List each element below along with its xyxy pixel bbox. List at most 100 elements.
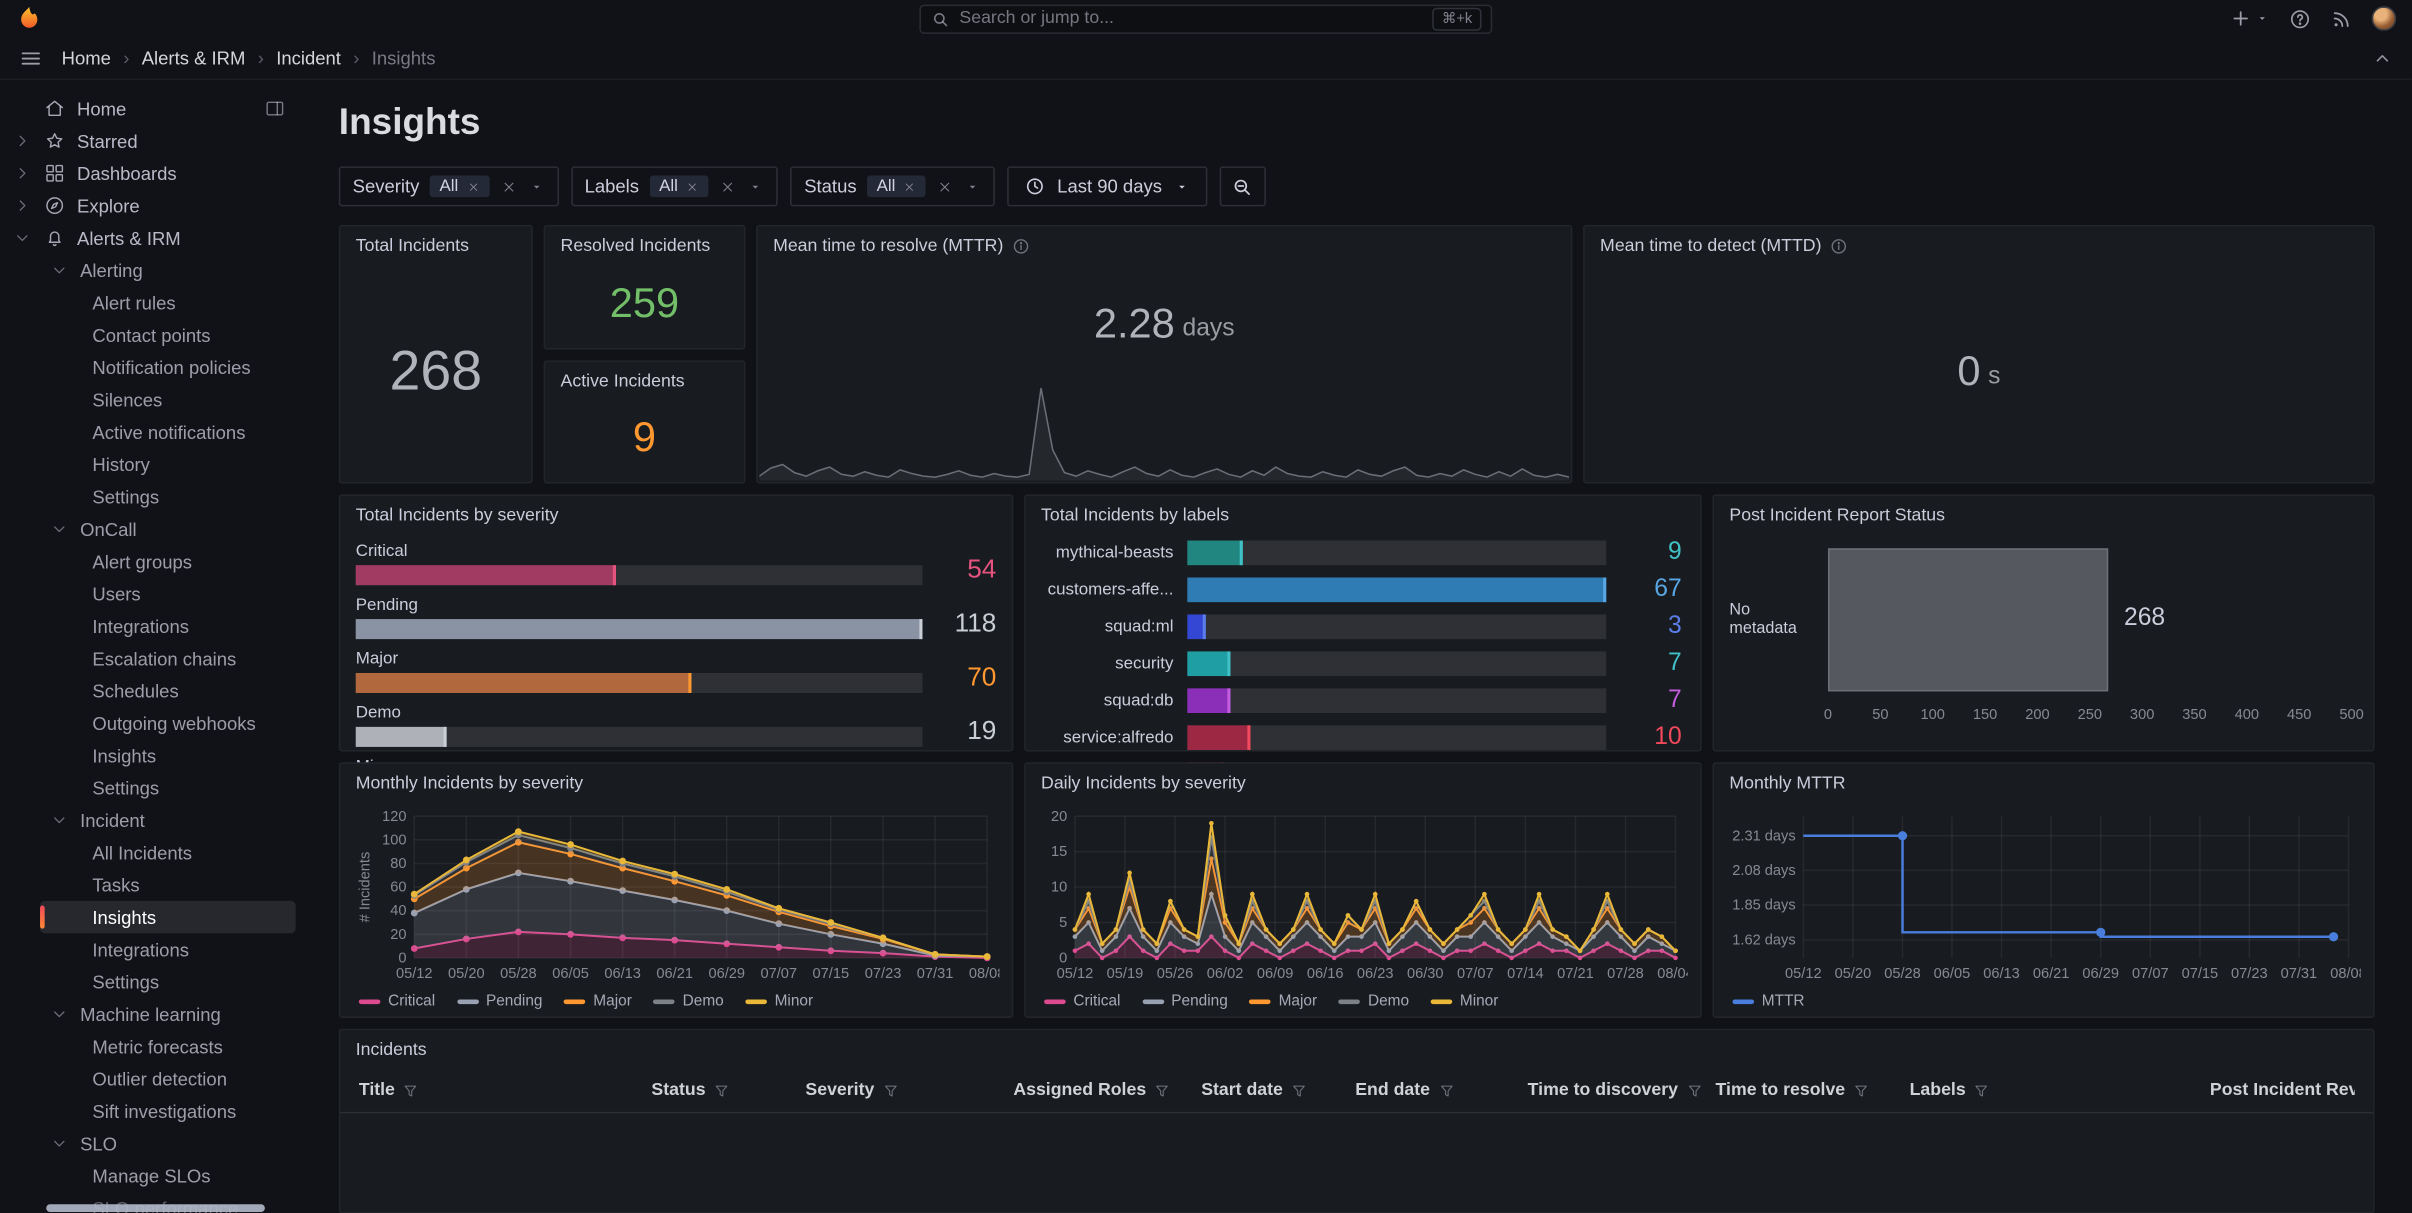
info-icon[interactable]: [1011, 237, 1029, 255]
news-button[interactable]: [2330, 7, 2353, 30]
mega-menu-toggle[interactable]: [18, 45, 43, 70]
help-button[interactable]: [2288, 7, 2311, 30]
filter-severity[interactable]: SeverityAll: [339, 166, 559, 206]
legend-item-major[interactable]: Major: [564, 993, 632, 1010]
label-row-squad-db[interactable]: squad:db7: [1041, 687, 1682, 712]
post-incident-x-axis: 050100150200250300350400450500: [1828, 706, 2352, 724]
sidebar-item-incident[interactable]: Incident: [6, 804, 296, 836]
breadcrumb-item-insights[interactable]: Insights: [372, 47, 436, 69]
sidebar-item-all-incidents[interactable]: All Incidents: [6, 836, 296, 868]
panel-active-incidents: Active Incidents 9: [544, 360, 746, 484]
new-menu-button[interactable]: [2230, 8, 2270, 30]
breadcrumb-item-home[interactable]: Home: [62, 47, 111, 69]
filter-labels[interactable]: LabelsAll: [571, 166, 778, 206]
filter-value-chip[interactable]: All: [650, 176, 709, 198]
column-header-time-to-resolve[interactable]: Time to resolve: [1716, 1081, 1910, 1099]
legend-item-pending[interactable]: Pending: [1142, 993, 1228, 1010]
column-header-end-date[interactable]: End date: [1355, 1081, 1527, 1099]
severity-row-demo[interactable]: Demo19: [356, 704, 997, 747]
sidebar-item-schedules[interactable]: Schedules: [6, 675, 296, 707]
label-row-mythical-beasts[interactable]: mythical-beasts9: [1041, 539, 1682, 564]
zoom-out-button[interactable]: [1219, 166, 1265, 206]
sidebar-item-history[interactable]: History: [6, 448, 296, 480]
sidebar-item-alert-groups[interactable]: Alert groups: [6, 545, 296, 577]
sidebar-item-notification-policies[interactable]: Notification policies: [6, 351, 296, 383]
sidebar-scrollbar[interactable]: [46, 1204, 265, 1212]
panel-title: Mean time to detect (MTTD): [1600, 237, 1821, 255]
svg-text:06/13: 06/13: [1983, 965, 2020, 981]
legend-item-mttr[interactable]: MTTR: [1733, 993, 1805, 1010]
sidebar-item-oncall[interactable]: OnCall: [6, 513, 296, 545]
severity-row-major[interactable]: Major70: [356, 650, 997, 693]
sidebar-item-outgoing-webhooks[interactable]: Outgoing webhooks: [6, 707, 296, 739]
severity-row-critical[interactable]: Critical54: [356, 542, 997, 585]
filter-value-chip[interactable]: All: [430, 176, 489, 198]
breadcrumb-item-alerts-irm[interactable]: Alerts & IRM: [142, 47, 246, 69]
column-header-start-date[interactable]: Start date: [1201, 1081, 1355, 1099]
sidebar-item-settings[interactable]: Settings: [6, 480, 296, 512]
label-row-squad-ml[interactable]: squad:ml3: [1041, 613, 1682, 638]
sidebar-item-machine-learning[interactable]: Machine learning: [6, 998, 296, 1030]
severity-track: [356, 565, 923, 585]
label-row-customers-affe[interactable]: customers-affe...67: [1041, 576, 1682, 601]
column-header-title[interactable]: Title: [359, 1081, 652, 1099]
sidebar-item-active-notifications[interactable]: Active notifications: [6, 416, 296, 448]
sidebar-item-insights[interactable]: Insights: [6, 739, 296, 771]
label-row-service-alfredo[interactable]: service:alfredo10: [1041, 724, 1682, 749]
search-input[interactable]: Search or jump to... ⌘+k: [919, 4, 1492, 33]
column-header-status[interactable]: Status: [651, 1081, 805, 1099]
sidebar-item-integrations[interactable]: Integrations: [6, 610, 296, 642]
sidebar-item-slo[interactable]: SLO: [6, 1127, 296, 1159]
column-header-labels[interactable]: Labels: [1910, 1081, 2210, 1099]
collapse-topbar-button[interactable]: [2372, 47, 2394, 69]
sidebar-item-explore[interactable]: Explore: [6, 189, 296, 221]
monthly-mttr-chart[interactable]: 05/1205/2005/2806/0506/1306/2106/2907/07…: [1726, 803, 2360, 982]
filter-value-chip[interactable]: All: [867, 176, 926, 198]
legend-item-minor[interactable]: Minor: [1431, 993, 1499, 1010]
legend-item-major[interactable]: Major: [1249, 993, 1317, 1010]
legend-item-critical[interactable]: Critical: [1044, 993, 1120, 1010]
post-incident-value: 268: [2124, 606, 2165, 634]
label-row-security[interactable]: security7: [1041, 650, 1682, 675]
monthly-incidents-chart[interactable]: 05/1205/2005/2806/0506/1306/2106/2907/07…: [353, 803, 1000, 982]
sidebar-item-alert-rules[interactable]: Alert rules: [6, 286, 296, 318]
legend-item-pending[interactable]: Pending: [457, 993, 543, 1010]
time-range-picker[interactable]: Last 90 days: [1008, 166, 1207, 206]
sidebar-item-settings[interactable]: Settings: [6, 966, 296, 998]
sidebar-item-alerts-irm[interactable]: Alerts & IRM: [6, 222, 296, 254]
severity-row-pending[interactable]: Pending118: [356, 596, 997, 639]
sidebar-item-settings[interactable]: Settings: [6, 772, 296, 804]
sidebar-item-starred[interactable]: Starred: [6, 125, 296, 157]
column-header-assigned-roles[interactable]: Assigned Roles: [1013, 1081, 1201, 1099]
user-avatar[interactable]: [2372, 6, 2397, 31]
sidebar-item-contact-points[interactable]: Contact points: [6, 319, 296, 351]
daily-incidents-chart[interactable]: 05/1205/1905/2606/0206/0906/1606/2306/30…: [1038, 803, 1688, 982]
legend-item-demo[interactable]: Demo: [653, 993, 723, 1010]
column-header-time-to-discovery[interactable]: Time to discovery: [1528, 1081, 1716, 1099]
filter-status[interactable]: StatusAll: [790, 166, 995, 206]
sidebar-item-sift-investigations[interactable]: Sift investigations: [6, 1095, 296, 1127]
sidebar-item-users[interactable]: Users: [6, 578, 296, 610]
breadcrumb-item-incident[interactable]: Incident: [276, 47, 341, 69]
post-incident-bar[interactable]: [1828, 548, 2109, 690]
sidebar-item-integrations[interactable]: Integrations: [6, 933, 296, 965]
panel-title: Monthly MTTR: [1729, 774, 1845, 792]
sidebar-item-metric-forecasts[interactable]: Metric forecasts: [6, 1030, 296, 1062]
legend-item-demo[interactable]: Demo: [1339, 993, 1409, 1010]
sidebar-item-manage-slos[interactable]: Manage SLOs: [6, 1160, 296, 1192]
legend-item-critical[interactable]: Critical: [359, 993, 435, 1010]
sidebar-item-home[interactable]: Home: [6, 92, 296, 124]
sidebar-item-tasks[interactable]: Tasks: [6, 869, 296, 901]
column-header-post-incident-review[interactable]: Post Incident Review (: [2210, 1081, 2355, 1099]
sidebar-item-dashboards[interactable]: Dashboards: [6, 157, 296, 189]
sidebar-item-outlier-detection[interactable]: Outlier detection: [6, 1063, 296, 1095]
sidebar-item-silences[interactable]: Silences: [6, 383, 296, 415]
grafana-logo-icon[interactable]: [15, 5, 43, 33]
info-icon[interactable]: [1829, 237, 1847, 255]
sidebar-item-alerting[interactable]: Alerting: [6, 254, 296, 286]
column-header-severity[interactable]: Severity: [805, 1081, 1013, 1099]
legend-item-minor[interactable]: Minor: [745, 993, 813, 1010]
sidebar-item-label: Dashboards: [77, 162, 177, 184]
sidebar-item-insights[interactable]: Insights: [40, 901, 296, 933]
sidebar-item-escalation-chains[interactable]: Escalation chains: [6, 642, 296, 674]
